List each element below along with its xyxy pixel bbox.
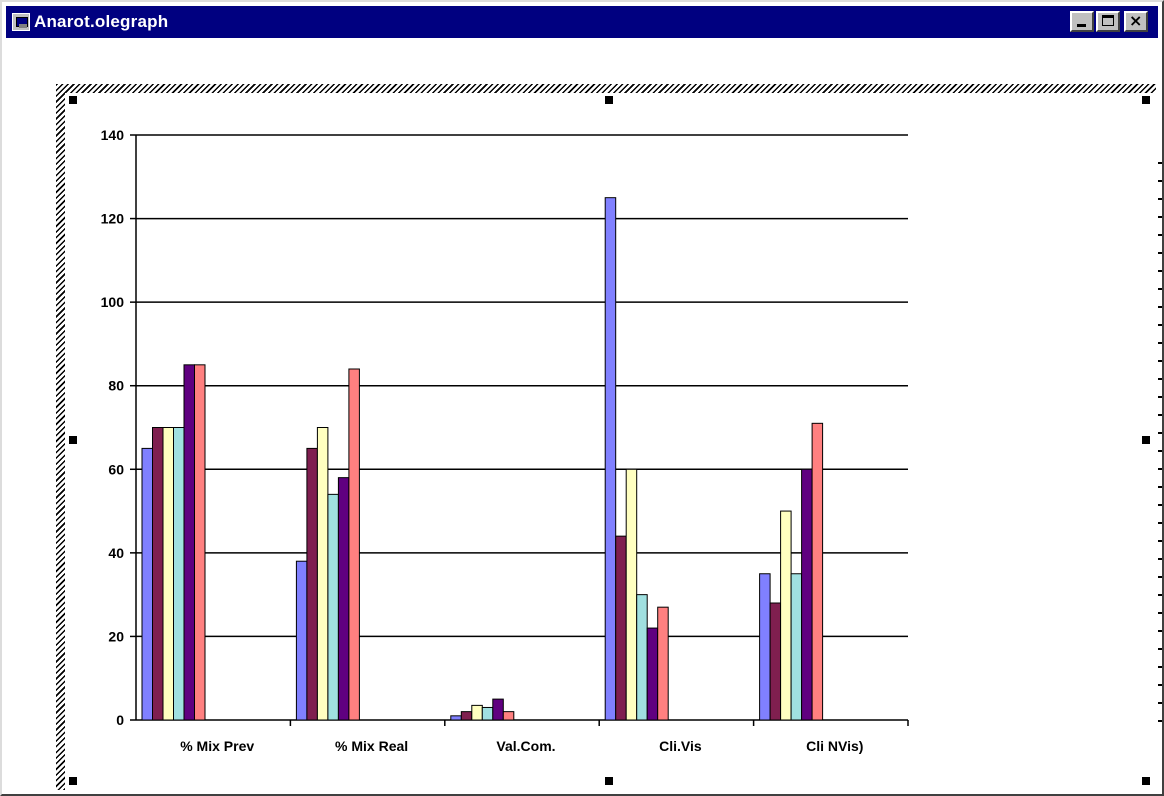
- bar: [152, 427, 164, 721]
- bar: [460, 711, 473, 721]
- x-category-label: % Mix Real: [335, 738, 408, 754]
- bar: [295, 560, 308, 721]
- window-controls: ×: [1070, 11, 1148, 32]
- resize-handle[interactable]: [1142, 436, 1150, 444]
- bar: [801, 468, 813, 721]
- y-tick-label: 20: [108, 628, 124, 644]
- y-tick-label: 80: [108, 378, 124, 394]
- selection-border-left[interactable]: [56, 84, 65, 790]
- bar: [604, 197, 617, 721]
- bar: [162, 427, 174, 721]
- title-bar[interactable]: Anarot.olegraph ×: [6, 6, 1158, 38]
- bar: [141, 447, 153, 721]
- bar: [471, 704, 483, 721]
- bar: [615, 535, 627, 721]
- y-tick-label: 40: [108, 545, 124, 561]
- y-tick-label: 0: [116, 712, 124, 728]
- maximize-button[interactable]: [1096, 11, 1120, 32]
- bar: [636, 594, 648, 721]
- bar: [306, 447, 318, 721]
- y-tick-label: 120: [101, 211, 125, 227]
- x-category-label: Val.Com.: [496, 738, 555, 754]
- x-category-label: Cli NVis): [806, 738, 863, 754]
- resize-handle[interactable]: [69, 777, 77, 785]
- bar: [790, 573, 803, 721]
- maximize-icon: [1102, 15, 1114, 26]
- bar: [625, 468, 638, 721]
- window-title: Anarot.olegraph: [34, 12, 169, 31]
- bar: [811, 422, 824, 721]
- resize-handle[interactable]: [1142, 777, 1150, 785]
- bar: [327, 493, 339, 721]
- resize-handle[interactable]: [605, 777, 613, 785]
- bar: [646, 627, 659, 721]
- bar: [194, 364, 206, 721]
- selection-border-top[interactable]: [56, 84, 1156, 93]
- bar: [657, 606, 669, 721]
- close-icon: ×: [1129, 11, 1143, 30]
- resize-handle[interactable]: [69, 436, 77, 444]
- resize-handle[interactable]: [1142, 96, 1150, 104]
- bar: [759, 573, 771, 721]
- bar: [337, 477, 350, 721]
- bar: [769, 602, 782, 721]
- bar: [183, 364, 195, 721]
- minimize-button[interactable]: [1070, 11, 1094, 32]
- background-window-edge: [1158, 162, 1162, 722]
- resize-handle[interactable]: [69, 96, 77, 104]
- bar: [450, 715, 462, 721]
- y-tick-label: 100: [101, 294, 125, 310]
- bar: [502, 711, 515, 721]
- bar: [348, 368, 360, 721]
- bar: [316, 427, 329, 721]
- close-button[interactable]: ×: [1124, 11, 1148, 32]
- y-tick-label: 140: [101, 127, 125, 143]
- bar: [173, 427, 185, 721]
- bar: [780, 510, 792, 721]
- x-category-label: Cli.Vis: [659, 738, 702, 754]
- bar: [481, 706, 494, 721]
- x-category-label: % Mix Prev: [180, 738, 254, 754]
- minimize-icon: [1077, 24, 1086, 27]
- y-tick-label: 60: [108, 461, 124, 477]
- app-icon[interactable]: [12, 13, 30, 31]
- resize-handle[interactable]: [605, 96, 613, 104]
- bar: [492, 698, 504, 721]
